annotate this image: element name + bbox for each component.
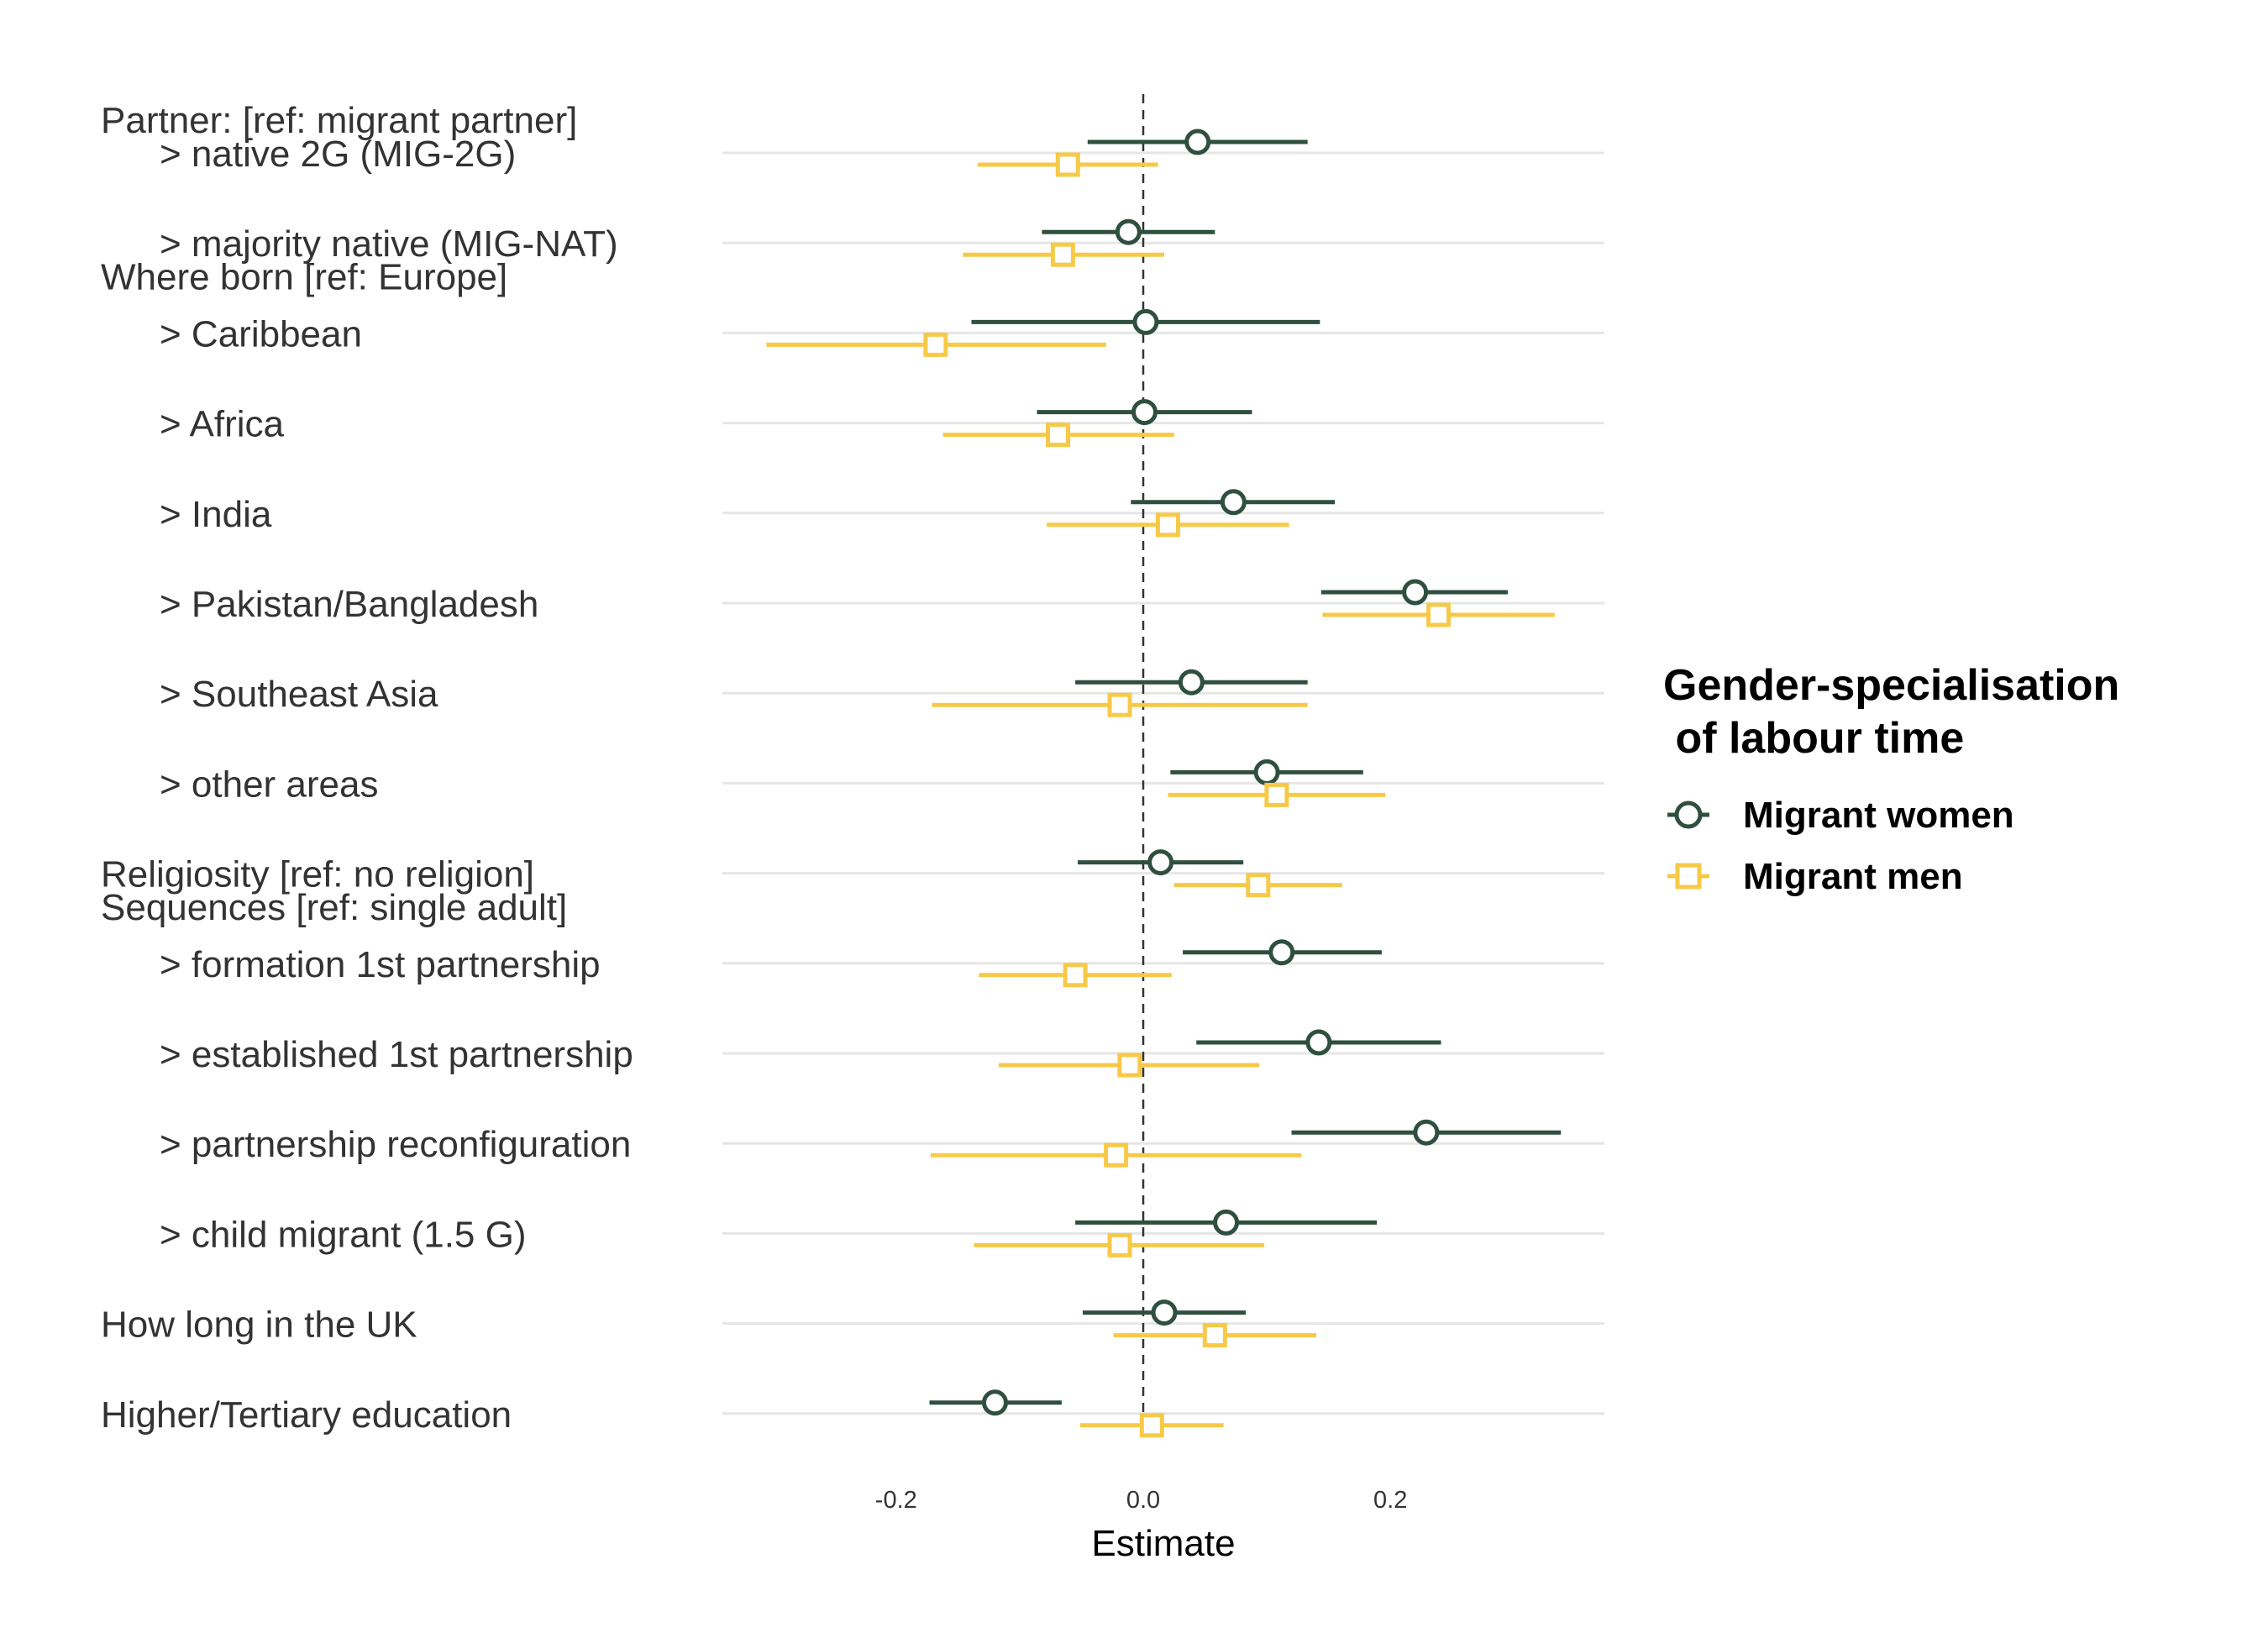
group-header: Partner: [ref: migrant partner] [101,100,577,141]
point-men [923,332,948,357]
x-tick-label: 0.2 [1373,1487,1407,1514]
legend-label: Migrant men [1743,856,1963,897]
point-women [1413,1119,1440,1146]
point-men [1107,1232,1132,1257]
row-label: > other areas [160,764,379,805]
point-women [1151,1299,1178,1326]
row-label: > India [160,494,272,535]
point-women [1184,129,1211,155]
point-women [1132,308,1159,335]
point-men [1104,1142,1129,1168]
group-header: Where born [ref: Europe] [101,256,507,297]
group-header: Sequences [ref: single adult] [101,887,567,928]
row-label: > Caribbean [160,313,362,354]
row-labels: > native 2G (MIG-2G) > majority native (M… [101,100,633,1436]
legend-title-line-1: Gender-specialisation [1663,661,2119,710]
row-label: > Africa [160,404,284,445]
row-label: > Southeast Asia [160,674,438,715]
row-label: > native 2G (MIG-2G) [160,134,516,175]
point-women [1402,579,1429,606]
point-women [1268,939,1295,966]
point-women [1115,218,1142,245]
point-men [1117,1053,1142,1078]
point-women [1147,849,1174,876]
row-label: Higher/Tertiary education [101,1394,512,1436]
point-men [1202,1323,1227,1348]
point-men [1107,692,1132,717]
legend-key-square [1675,863,1702,890]
point-men [1139,1413,1164,1438]
legend-title-line-2: of labour time [1663,714,1964,763]
row-label: > formation 1st partnership [160,944,601,985]
point-men [1155,512,1180,538]
point-women [1213,1209,1240,1236]
x-axis-ticks: -0.2 0.0 0.2 [875,1487,1408,1514]
point-women [1131,399,1158,426]
point-women [1305,1029,1332,1056]
legend-key-circle [1674,801,1703,829]
row-label: > partnership reconfiguration [160,1124,631,1165]
row-label: > child migrant (1.5 G) [160,1214,527,1255]
point-women [1178,669,1205,696]
row-label: > Pakistan/Bangladesh [160,584,538,625]
legend-items: Migrant women Migrant men [1667,795,2014,897]
point-men [1426,602,1452,627]
legend: Gender-specialisation of labour time Mig… [1663,661,2119,897]
point-women [1220,489,1247,516]
point-men [1046,423,1071,448]
point-women [981,1389,1008,1416]
x-axis-title: Estimate [1091,1523,1235,1564]
point-men [1063,963,1088,988]
point-men [1050,242,1075,267]
point-men [1264,782,1289,807]
row-label: > established 1st partnership [160,1034,633,1075]
row-label: Religiosity [ref: no religion] [101,854,534,895]
x-tick-label: -0.2 [875,1487,917,1514]
row-label: How long in the UK [101,1305,417,1346]
point-women [1253,759,1280,785]
point-men [1246,873,1271,898]
point-men [1055,152,1080,177]
x-tick-label: 0.0 [1126,1487,1160,1514]
row-label: > majority native (MIG-NAT) [160,223,618,265]
confidence-intervals [766,129,1562,1438]
legend-label: Migrant women [1743,795,2014,836]
